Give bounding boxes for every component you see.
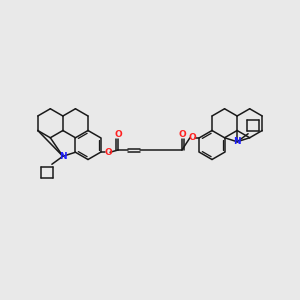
Text: O: O: [188, 133, 196, 142]
Text: O: O: [178, 130, 186, 139]
Text: N: N: [233, 137, 241, 146]
Text: O: O: [104, 148, 112, 157]
Text: N: N: [59, 152, 67, 161]
Text: O: O: [114, 130, 122, 139]
